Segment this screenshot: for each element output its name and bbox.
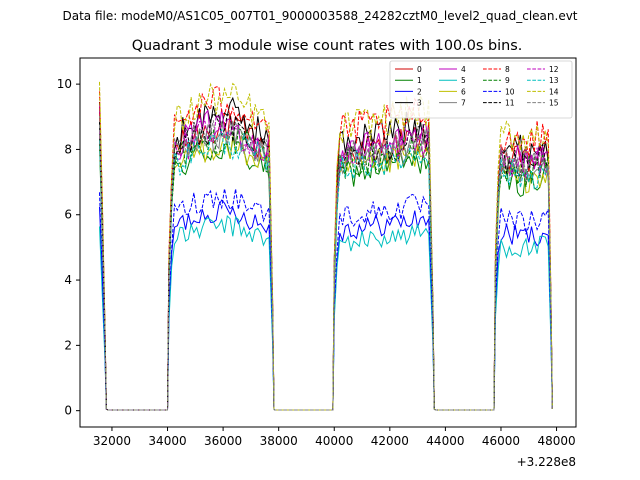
x-tick-label: 44000	[426, 434, 464, 448]
y-tick-label: 2	[64, 338, 72, 352]
x-tick-label: 38000	[260, 434, 298, 448]
legend-label-15: 15	[549, 99, 559, 108]
y-tick-label: 10	[57, 77, 72, 91]
series-line-12	[99, 114, 553, 411]
legend-label-13: 13	[549, 76, 559, 85]
series-line-9	[99, 127, 553, 411]
legend-label-2: 2	[417, 87, 422, 96]
y-axis: 0 2 4 6 8 10	[57, 77, 80, 418]
legend-label-7: 7	[461, 99, 466, 108]
legend-label-5: 5	[461, 76, 466, 85]
y-tick-label: 0	[64, 404, 72, 418]
x-tick-label: 48000	[537, 434, 575, 448]
legend-label-1: 1	[417, 76, 422, 85]
legend-label-14: 14	[549, 87, 559, 96]
x-tick-label: 40000	[315, 434, 353, 448]
figure-suptitle: Data file: modeM0/AS1C05_007T01_90000035…	[62, 9, 577, 23]
series-line-10	[99, 188, 553, 411]
legend-label-9: 9	[505, 76, 510, 85]
series-line-2	[99, 199, 553, 411]
axes-frame	[79, 57, 577, 428]
series-line-11	[99, 112, 553, 411]
legend-label-6: 6	[461, 87, 466, 96]
legend-label-12: 12	[549, 65, 559, 74]
legend-box	[389, 60, 573, 119]
x-tick-label: 32000	[93, 434, 131, 448]
x-tick-label: 46000	[482, 434, 520, 448]
legend-label-11: 11	[505, 99, 515, 108]
chart-title: Quadrant 3 module wise count rates with …	[132, 38, 523, 54]
series-line-13	[99, 129, 553, 411]
x-tick-label: 36000	[204, 434, 242, 448]
series-line-8	[99, 86, 553, 411]
series-line-15	[99, 120, 553, 411]
x-offset-label: +3.228e8	[517, 455, 576, 469]
legend-label-8: 8	[505, 65, 510, 74]
x-tick-label: 34000	[148, 434, 186, 448]
series-line-5	[99, 214, 553, 411]
x-tick-label: 42000	[371, 434, 409, 448]
series-line-14	[99, 81, 553, 411]
y-tick-label: 8	[64, 142, 72, 156]
legend-label-4: 4	[461, 65, 466, 74]
legend-label-0: 0	[417, 65, 422, 74]
x-axis: 32000 34000 36000 38000 40000 42000 44000 46000…	[93, 427, 576, 448]
legend-label-10: 10	[505, 87, 515, 96]
y-tick-label: 4	[64, 273, 72, 287]
plot-lines	[99, 81, 553, 411]
legend-label-3: 3	[417, 99, 422, 108]
y-tick-label: 6	[64, 208, 72, 222]
